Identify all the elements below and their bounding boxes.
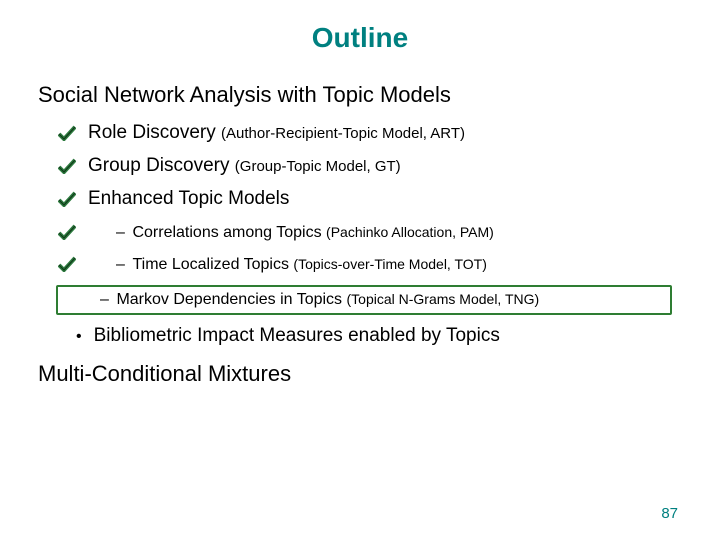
slide-title: Outline	[38, 22, 682, 54]
check-icon	[58, 191, 76, 212]
highlighted-text: – Markov Dependencies in Topics (Topical…	[100, 291, 539, 308]
check-icon	[58, 256, 76, 277]
sub-bullet-row: – Time Localized Topics (Topics-over-Tim…	[38, 253, 682, 274]
bullet-row: Group Discovery (Group-Topic Model, GT)	[38, 155, 682, 177]
section-heading: Multi-Conditional Mixtures	[38, 361, 682, 387]
section-heading: Social Network Analysis with Topic Model…	[38, 82, 682, 108]
sub-bullet-text: – Time Localized Topics (Topics-over-Tim…	[88, 256, 487, 274]
sub-bullet-row: – Correlations among Topics (Pachinko Al…	[38, 221, 682, 242]
slide: Outline Social Network Analysis with Top…	[0, 0, 720, 540]
bullet-text: Enhanced Topic Models	[88, 188, 289, 210]
bullet-dot-icon: •	[76, 328, 82, 346]
bullet-text: Role Discovery (Author-Recipient-Topic M…	[88, 122, 465, 144]
bullet-row: Role Discovery (Author-Recipient-Topic M…	[38, 122, 682, 144]
sub-bullet-text: – Correlations among Topics (Pachinko Al…	[88, 224, 494, 242]
bullet-row: Enhanced Topic Models	[38, 188, 682, 210]
check-icon	[58, 158, 76, 179]
check-icon	[58, 125, 76, 146]
bullet-text: Group Discovery (Group-Topic Model, GT)	[88, 155, 401, 177]
page-number: 87	[661, 505, 678, 522]
dot-bullet-row: • Bibliometric Impact Measures enabled b…	[38, 325, 682, 347]
dot-bullet-text: Bibliometric Impact Measures enabled by …	[94, 325, 500, 347]
check-icon	[58, 224, 76, 245]
highlighted-bullet: – Markov Dependencies in Topics (Topical…	[56, 285, 672, 315]
